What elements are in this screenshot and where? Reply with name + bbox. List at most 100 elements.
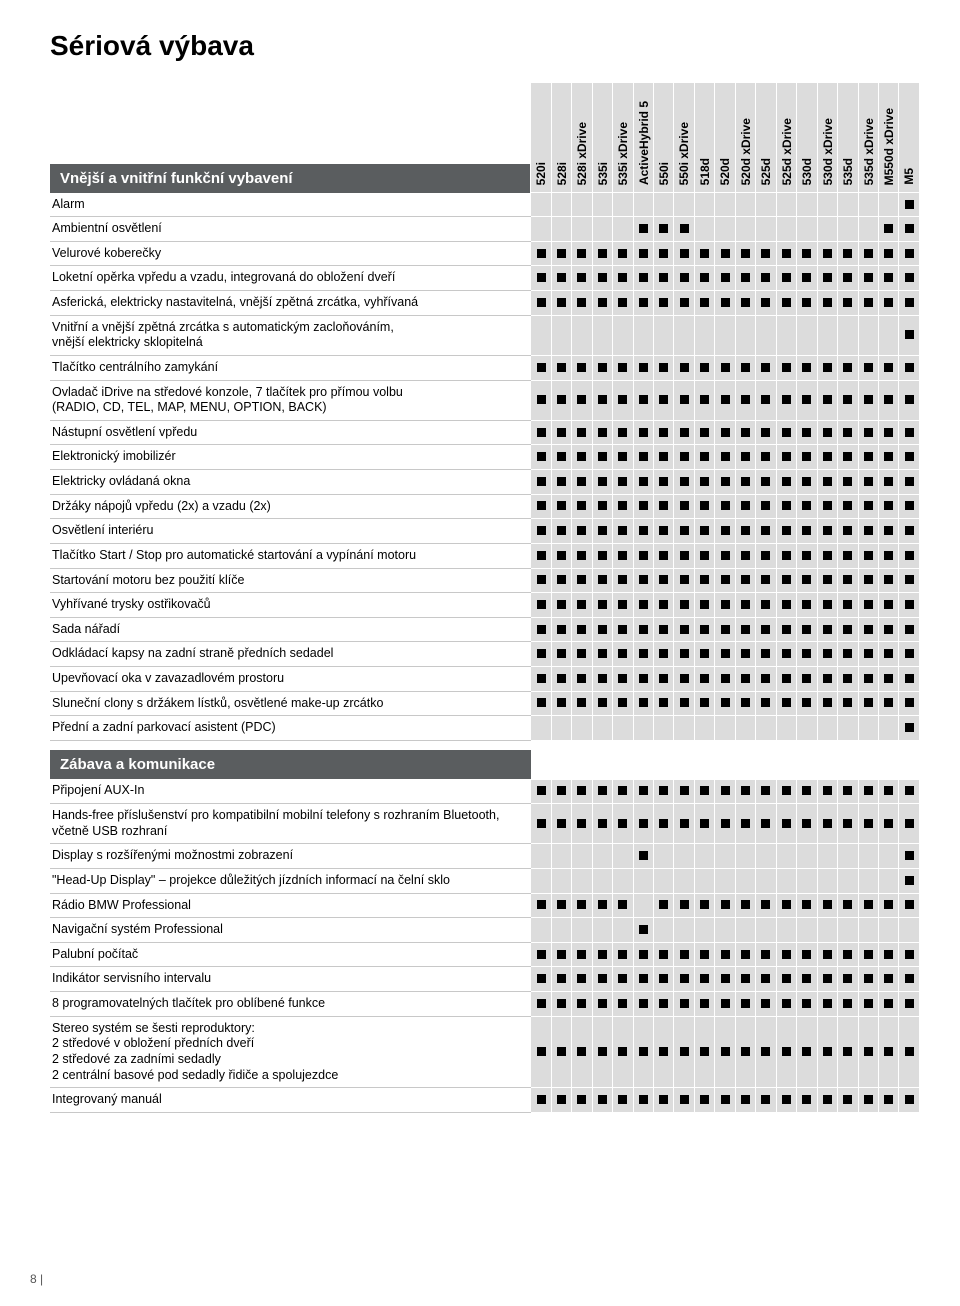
feature-cell xyxy=(797,241,817,266)
feature-label: Stereo systém se šesti reproduktory:2 st… xyxy=(50,1016,531,1088)
check-mark xyxy=(823,477,832,486)
feature-cell xyxy=(613,193,633,217)
feature-cell xyxy=(797,617,817,642)
check-mark xyxy=(823,298,832,307)
feature-cell xyxy=(592,519,612,544)
feature-cell xyxy=(531,942,551,967)
feature-cell xyxy=(878,868,898,893)
feature-cell xyxy=(715,893,735,918)
feature-cell xyxy=(694,593,714,618)
feature-cell xyxy=(797,716,817,741)
feature-cell xyxy=(858,893,878,918)
check-mark xyxy=(823,974,832,983)
check-mark xyxy=(680,575,689,584)
feature-cell xyxy=(817,355,837,380)
feature-cell xyxy=(572,355,592,380)
check-mark xyxy=(537,674,546,683)
check-mark xyxy=(905,363,914,372)
check-mark xyxy=(537,363,546,372)
check-mark xyxy=(557,649,566,658)
check-mark xyxy=(782,786,791,795)
feature-cell xyxy=(797,868,817,893)
feature-cell xyxy=(694,291,714,316)
feature-cell xyxy=(674,380,694,420)
feature-cell xyxy=(572,593,592,618)
feature-cell xyxy=(613,992,633,1017)
check-mark xyxy=(557,819,566,828)
check-mark xyxy=(577,649,586,658)
check-mark xyxy=(802,477,811,486)
check-mark xyxy=(577,477,586,486)
feature-cell xyxy=(878,291,898,316)
feature-label: Rádio BMW Professional xyxy=(50,893,531,918)
check-mark xyxy=(884,452,893,461)
feature-cell xyxy=(735,494,755,519)
check-mark xyxy=(659,363,668,372)
check-mark xyxy=(618,526,627,535)
feature-cell xyxy=(858,217,878,242)
feature-cell xyxy=(551,470,571,495)
feature-cell xyxy=(654,893,674,918)
feature-cell xyxy=(756,642,776,667)
feature-cell xyxy=(654,868,674,893)
check-mark xyxy=(618,600,627,609)
feature-cell xyxy=(613,716,633,741)
feature-cell xyxy=(817,1088,837,1113)
feature-cell xyxy=(797,315,817,355)
check-mark xyxy=(598,698,607,707)
feature-cell xyxy=(776,617,796,642)
check-mark xyxy=(761,974,770,983)
feature-cell xyxy=(592,642,612,667)
check-mark xyxy=(884,298,893,307)
check-mark xyxy=(823,395,832,404)
check-mark xyxy=(741,786,750,795)
feature-cell xyxy=(858,568,878,593)
check-mark xyxy=(557,477,566,486)
feature-cell xyxy=(531,804,551,844)
feature-cell xyxy=(715,593,735,618)
check-mark xyxy=(782,674,791,683)
feature-cell xyxy=(633,420,653,445)
feature-cell xyxy=(817,992,837,1017)
check-mark xyxy=(598,674,607,683)
check-mark xyxy=(905,477,914,486)
check-mark xyxy=(905,876,914,885)
feature-cell xyxy=(899,420,920,445)
check-mark xyxy=(802,452,811,461)
check-mark xyxy=(598,575,607,584)
feature-cell xyxy=(817,918,837,943)
check-mark xyxy=(680,674,689,683)
feature-cell xyxy=(613,918,633,943)
check-mark xyxy=(659,298,668,307)
feature-cell xyxy=(797,593,817,618)
feature-cell xyxy=(715,942,735,967)
check-mark xyxy=(598,363,607,372)
feature-cell xyxy=(715,844,735,869)
check-mark xyxy=(659,273,668,282)
feature-cell xyxy=(694,868,714,893)
check-mark xyxy=(639,698,648,707)
feature-cell xyxy=(551,266,571,291)
feature-cell xyxy=(878,193,898,217)
check-mark xyxy=(782,1047,791,1056)
feature-cell xyxy=(776,893,796,918)
check-mark xyxy=(618,1047,627,1056)
feature-cell xyxy=(797,893,817,918)
feature-cell xyxy=(878,445,898,470)
check-mark xyxy=(537,999,546,1008)
check-mark xyxy=(823,428,832,437)
feature-cell xyxy=(776,844,796,869)
feature-cell xyxy=(592,667,612,692)
feature-cell xyxy=(674,617,694,642)
check-mark xyxy=(700,674,709,683)
feature-cell xyxy=(878,380,898,420)
check-mark xyxy=(843,999,852,1008)
feature-cell xyxy=(838,1088,858,1113)
check-mark xyxy=(721,363,730,372)
check-mark xyxy=(639,298,648,307)
feature-cell xyxy=(531,617,551,642)
check-mark xyxy=(700,551,709,560)
feature-cell xyxy=(613,779,633,803)
feature-cell xyxy=(899,617,920,642)
check-mark xyxy=(639,501,648,510)
